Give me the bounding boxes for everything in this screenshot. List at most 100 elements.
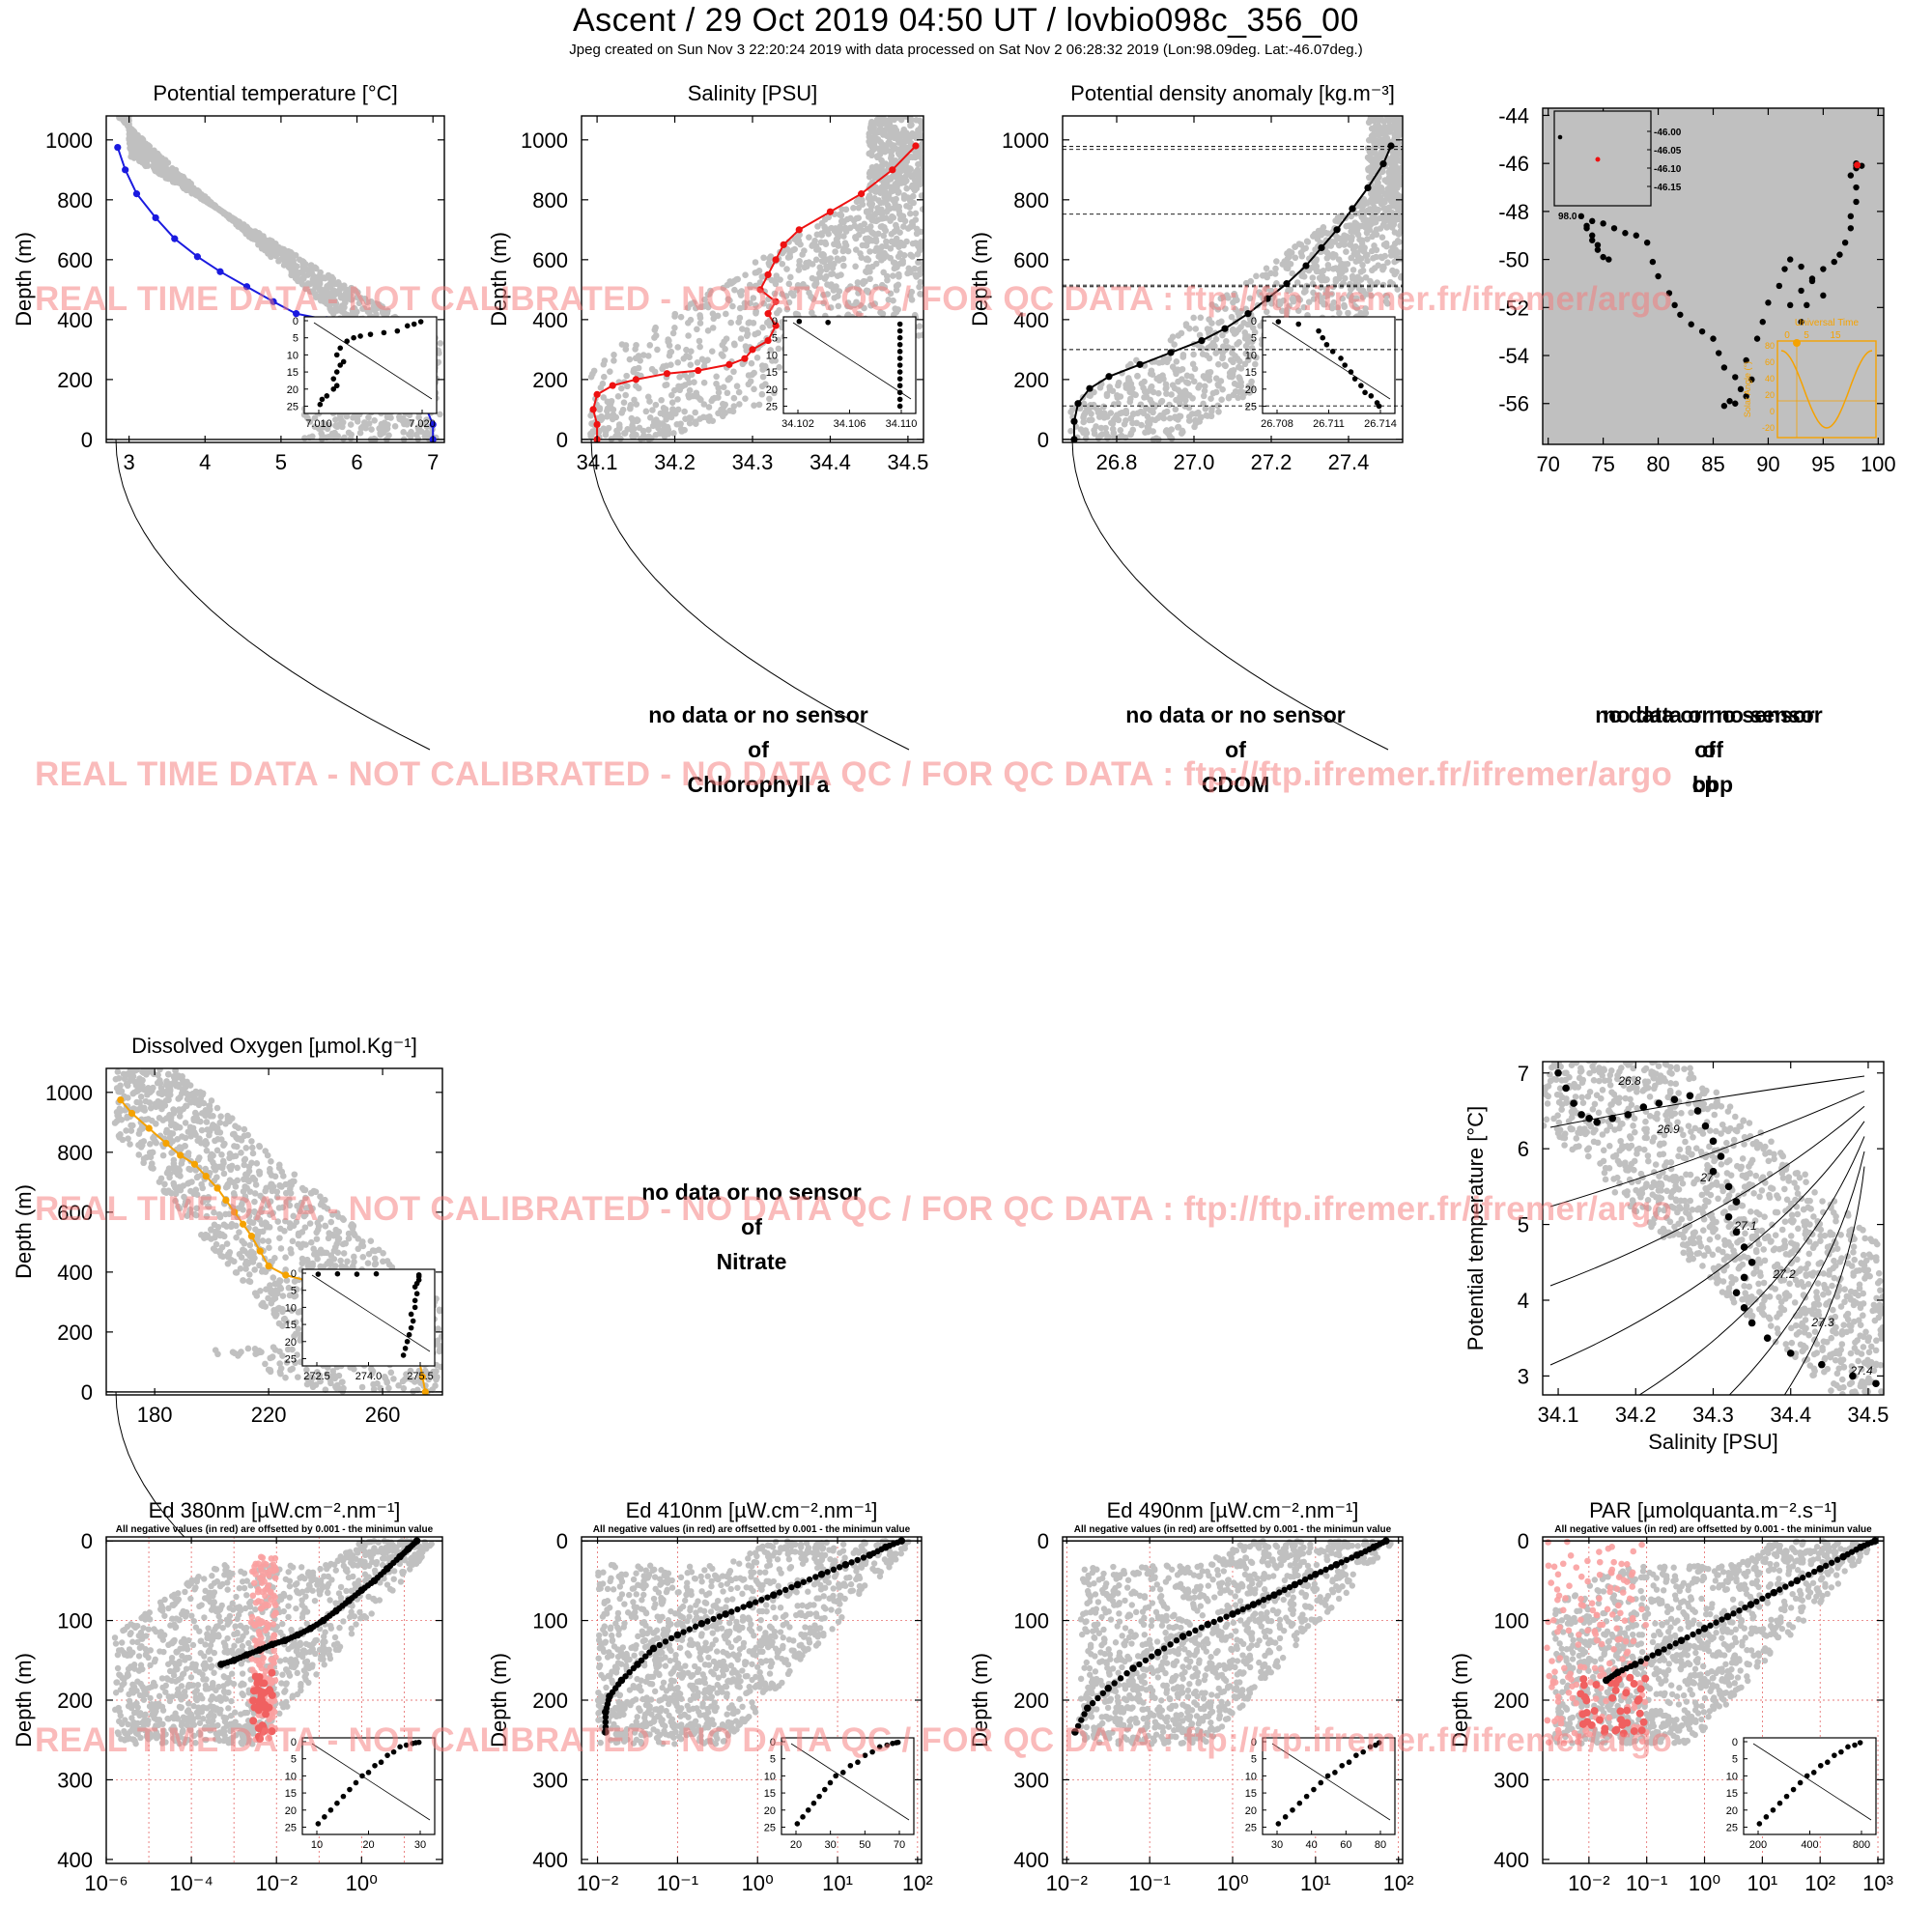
background-point (686, 419, 694, 427)
background-point (1190, 378, 1198, 385)
background-point (180, 185, 187, 192)
background-point (116, 1105, 124, 1113)
background-point (909, 253, 916, 260)
profile-point (764, 310, 772, 318)
background-point (1102, 424, 1109, 432)
background-point (653, 416, 660, 423)
background-point (274, 1218, 281, 1225)
background-point (693, 389, 700, 397)
inset-point (1295, 321, 1302, 327)
background-point (125, 1135, 131, 1143)
background-point (822, 241, 830, 247)
background-point (812, 256, 820, 264)
background-point (736, 304, 744, 312)
background-point (1151, 404, 1158, 411)
inset-point (896, 341, 903, 348)
inset-point (344, 338, 350, 345)
background-point (701, 296, 708, 303)
background-point (748, 359, 755, 367)
profile-point (912, 142, 920, 150)
background-point (1336, 309, 1343, 317)
background-point (1362, 252, 1370, 260)
background-point (916, 177, 923, 184)
background-point (821, 215, 829, 223)
inset-y-tick-label: 0 (1251, 316, 1257, 327)
background-point (1339, 239, 1346, 245)
background-point (1186, 391, 1193, 399)
background-point (390, 1376, 397, 1382)
background-point (893, 308, 900, 316)
background-point (767, 347, 775, 354)
background-point (1313, 257, 1320, 265)
background-point (874, 216, 882, 223)
x-tick-label: 34.1 (577, 450, 618, 474)
background-point (1100, 403, 1107, 411)
background-point (785, 298, 793, 306)
background-point (265, 1237, 272, 1245)
background-point (332, 303, 340, 311)
background-point (677, 313, 685, 321)
background-point (827, 255, 835, 262)
background-point (904, 270, 911, 277)
background-point (604, 412, 611, 420)
background-point (1331, 239, 1339, 245)
background-point (724, 376, 732, 384)
background-point (1272, 265, 1279, 272)
y-tick-label: 800 (532, 188, 568, 213)
background-point (622, 342, 630, 349)
background-point (1373, 226, 1380, 234)
inset-y-tick-label: 5 (1251, 333, 1257, 345)
background-point (1223, 337, 1230, 345)
background-point (275, 257, 282, 265)
background-point (758, 362, 766, 369)
background-point (349, 309, 356, 317)
background-point (692, 419, 699, 426)
background-point (249, 229, 257, 237)
background-point (1399, 152, 1403, 159)
background-point (771, 389, 778, 397)
background-point (135, 1151, 143, 1158)
background-point (722, 410, 728, 417)
background-point (1363, 218, 1370, 226)
background-point (387, 1369, 395, 1377)
x-tick-label: 6 (351, 450, 362, 474)
background-point (1141, 378, 1148, 385)
background-point (827, 260, 835, 268)
background-point (887, 184, 895, 191)
background-point (380, 1258, 386, 1265)
background-point (889, 272, 896, 279)
background-point (600, 360, 608, 368)
inset-reference-line (1271, 322, 1391, 400)
background-point (317, 1193, 324, 1201)
background-point (668, 361, 674, 368)
background-point (885, 191, 893, 198)
background-point (670, 430, 677, 437)
background-point (735, 388, 743, 396)
background-point (1366, 206, 1374, 213)
background-point (1221, 361, 1229, 369)
background-point (324, 1260, 330, 1267)
background-point (914, 250, 922, 258)
background-point (391, 422, 399, 430)
background-point (875, 253, 882, 260)
background-point (1180, 391, 1188, 399)
background-point (872, 184, 879, 191)
background-point (663, 381, 670, 388)
background-point (317, 269, 324, 276)
background-point (335, 287, 343, 294)
background-point (891, 116, 897, 124)
background-point (359, 305, 366, 312)
background-point (823, 272, 830, 280)
background-point (1379, 136, 1387, 144)
background-point (296, 1207, 303, 1214)
background-point (1397, 274, 1403, 281)
background-point (298, 1260, 306, 1267)
background-point (811, 237, 818, 244)
background-point (1385, 175, 1392, 182)
background-point (1398, 249, 1403, 256)
background-point (248, 1253, 255, 1260)
inset-point (896, 362, 903, 368)
background-point (310, 1245, 317, 1253)
y-tick-label: 1000 (45, 128, 93, 153)
